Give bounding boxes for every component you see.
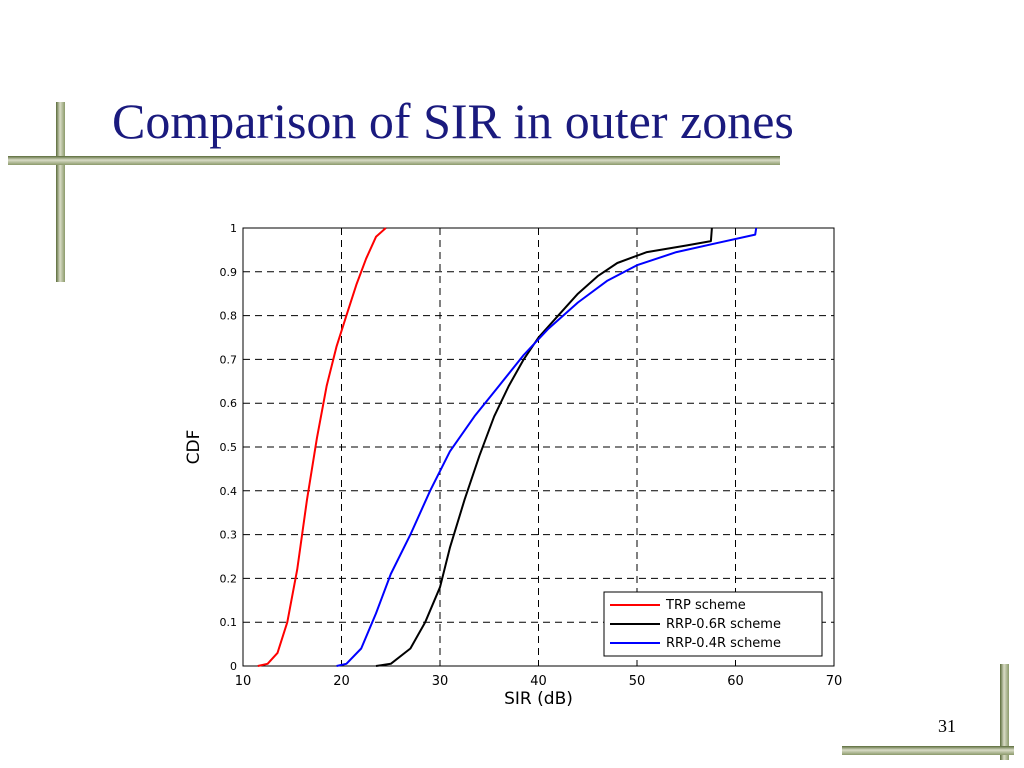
decorative-vertical-bar-bottom-right bbox=[1000, 664, 1009, 760]
y-tick-label: 0 bbox=[230, 660, 237, 673]
y-tick-label: 0.1 bbox=[220, 616, 238, 629]
slide-title: Comparison of SIR in outer zones bbox=[112, 93, 794, 149]
plot-frame bbox=[242, 227, 835, 667]
y-tick-label: 0.6 bbox=[220, 397, 238, 410]
y-tick-label: 0.9 bbox=[220, 266, 238, 279]
decorative-horizontal-bar-top bbox=[8, 156, 780, 165]
y-tick-label: 0.4 bbox=[220, 485, 238, 498]
x-tick-label: 60 bbox=[727, 674, 744, 689]
x-tick-label: 30 bbox=[432, 674, 449, 689]
y-axis-label: CDF bbox=[184, 430, 204, 465]
x-tick-label: 10 bbox=[235, 674, 252, 689]
legend: TRP scheme RRP-0.6R scheme RRP-0.4R scheme bbox=[603, 591, 823, 657]
y-tick-label: 0.5 bbox=[220, 441, 238, 454]
y-tick-label: 1 bbox=[230, 222, 237, 235]
series-line bbox=[375, 227, 713, 667]
axis-ticks: 10 20 30 40 50 60 70 0 0.1 0.2 0.3 0.4 0.5 0.6 0.7 0.8 0… bbox=[220, 222, 843, 689]
decorative-horizontal-bar-bottom bbox=[842, 746, 1014, 755]
x-tick-label: 40 bbox=[530, 674, 547, 689]
series-line bbox=[336, 227, 758, 667]
x-axis-label: SIR (dB) bbox=[504, 689, 573, 709]
x-tick-label: 50 bbox=[629, 674, 646, 689]
legend-label: RRP-0.4R scheme bbox=[666, 636, 781, 651]
page-number: 31 bbox=[938, 716, 956, 736]
y-tick-label: 0.3 bbox=[220, 529, 238, 542]
series-lines bbox=[257, 227, 758, 667]
legend-label: TRP scheme bbox=[665, 598, 746, 613]
y-tick-label: 0.8 bbox=[220, 310, 238, 323]
x-tick-label: 70 bbox=[826, 674, 843, 689]
y-tick-label: 0.7 bbox=[220, 353, 238, 366]
series-line bbox=[257, 227, 387, 667]
x-tick-label: 20 bbox=[333, 674, 350, 689]
legend-label: RRP-0.6R scheme bbox=[666, 617, 781, 632]
y-tick-label: 0.2 bbox=[220, 572, 238, 585]
decorative-vertical-bar-top-left bbox=[56, 102, 65, 282]
